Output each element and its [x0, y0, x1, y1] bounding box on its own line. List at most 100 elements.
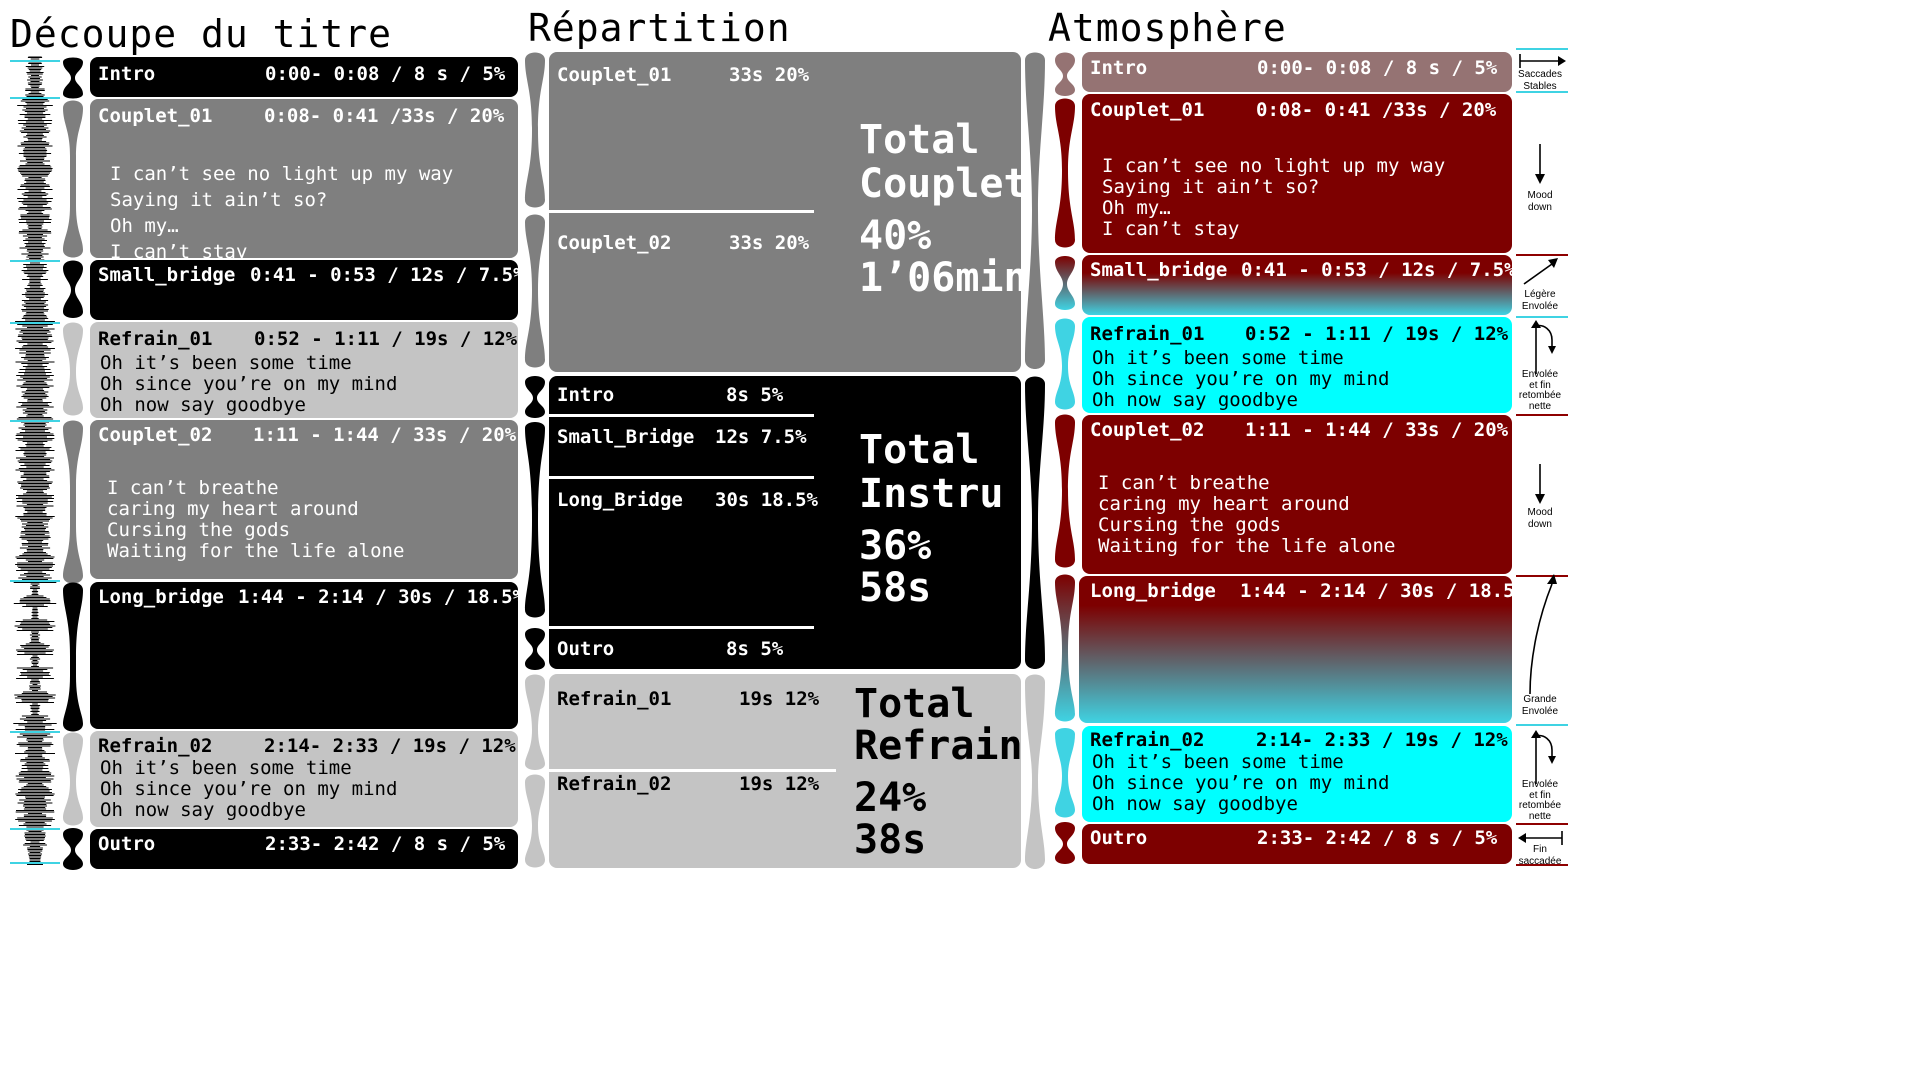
segment-lyrics: I can’t breathe caring my heart around C… — [1098, 472, 1396, 557]
instru-total-duration: 58s — [859, 565, 932, 611]
legend-caption-mood-down: Mood down — [1527, 190, 1553, 213]
instru-item-name: Long_Bridge — [557, 489, 683, 511]
wave-separator — [10, 828, 60, 830]
segment-time: 0:52 - 1:11 / 19s / 12% — [254, 328, 518, 350]
legend-caption-mood-down: Mood down — [1527, 507, 1553, 530]
repartition-couplet-group: Couplet_01 33s 20% Couplet_02 33s 20% To… — [549, 52, 1028, 372]
segment-time: 1:11 - 1:44 / 33s / 20% — [253, 424, 517, 446]
legend-caption-fin-saccadee: Fin saccadée — [1518, 844, 1562, 867]
decoupe-small-bridge-block: Small_bridge 0:41 - 0:53 / 12s / 7.5% — [90, 260, 525, 320]
legend-separator — [1516, 414, 1568, 416]
atmosphere-refrain-01-block: Refrain_01 0:52 - 1:11 / 19s / 12% Oh it… — [1082, 317, 1512, 413]
segment-name: Couplet_02 — [98, 424, 213, 446]
segment-time: 0:08- 0:41 /33s / 20% — [1256, 99, 1497, 121]
segment-lyrics: I can’t see no light up my way Saying it… — [110, 163, 454, 263]
segment-name: Outro — [1090, 827, 1148, 849]
refrain-item-value: 19s 12% — [739, 688, 820, 710]
wave-separator — [10, 97, 60, 99]
segment-name: Refrain_02 — [1090, 729, 1205, 751]
refrain-divider — [549, 769, 836, 772]
refrain-total-label: Total — [854, 681, 975, 727]
decoupe-title: Découpe du titre — [10, 12, 393, 56]
refrain-total-duration: 38s — [854, 817, 927, 863]
instru-total-label: Instru — [859, 471, 1004, 517]
segment-time: 0:52 - 1:11 / 19s / 12% — [1245, 323, 1509, 345]
atmosphere-title: Atmosphère — [1048, 6, 1287, 50]
atmosphere-couplet-02-block: Couplet_02 1:11 - 1:44 / 33s / 20% I can… — [1082, 415, 1512, 574]
instru-divider — [549, 414, 814, 417]
legend-separator — [1516, 823, 1568, 825]
decoupe-couplet-01-block: Couplet_01 0:08- 0:41 /33s / 20% I can’t… — [90, 99, 518, 263]
instru-item-value: 8s 5% — [726, 384, 784, 406]
legend-caption-legere-envolee: Légère Envolée — [1521, 289, 1559, 312]
repartition-instru-group: Intro 8s 5% Small_Bridge 12s 7.5% Long_B… — [549, 376, 1021, 669]
wave-separator — [10, 580, 60, 582]
waveform-path — [13, 56, 57, 865]
decoupe-refrain-02-block: Refrain_02 2:14- 2:33 / 19s / 12% Oh it’… — [90, 731, 518, 827]
segment-time: 0:41 - 0:53 / 12s / 7.5% — [1241, 259, 1516, 281]
segment-time: 1:44 - 2:14 / 30s / 18.5% — [238, 586, 524, 608]
segment-time: 0:00- 0:08 / 8 s / 5% — [1257, 57, 1498, 79]
legend-caption-envolee-retombee: Envolée et fin retombée nette — [1518, 369, 1562, 412]
segment-time: 0:08- 0:41 /33s / 20% — [264, 105, 505, 127]
atmosphere-outro-block: Outro 2:33- 2:42 / 8 s / 5% — [1082, 824, 1512, 864]
refrain-item-name: Refrain_02 — [557, 773, 672, 795]
instru-total-label: Total — [859, 427, 980, 473]
legend-separator — [1516, 91, 1568, 93]
wave-separator — [10, 420, 60, 422]
legend-caption-saccades-stables: Saccades Stables — [1518, 69, 1562, 92]
decoupe-refrain-01-block: Refrain_01 0:52 - 1:11 / 19s / 12% Oh it… — [90, 322, 518, 418]
couplet-item-name: Couplet_02 — [557, 232, 672, 254]
instru-item-name: Small_Bridge — [557, 426, 695, 448]
segment-time: 2:14- 2:33 / 19s / 12% — [264, 735, 516, 757]
couplet-divider — [549, 210, 814, 213]
couplet-total-percent: 40% — [859, 213, 932, 259]
couplet-item-value: 33s 20% — [729, 64, 810, 86]
segment-lyrics: Oh it’s been some time Oh since you’re o… — [100, 352, 398, 416]
couplet-total-duration: 1’06min — [859, 255, 1028, 301]
segment-name: Refrain_02 — [98, 735, 213, 757]
legend-caption-grande-envolee: Grande Envolée — [1521, 694, 1559, 717]
legend-caption-envolee-retombee: Envolée et fin retombée nette — [1518, 779, 1562, 822]
couplet-total-label: Total — [859, 117, 980, 163]
instru-item-name: Outro — [557, 638, 615, 660]
segment-lyrics: I can’t breathe caring my heart around C… — [107, 477, 405, 562]
atmosphere-connectors — [1055, 52, 1075, 864]
instru-divider — [549, 476, 814, 479]
segment-name: Intro — [98, 63, 156, 85]
decoupe-intro-block: Intro 0:00- 0:08 / 8 s / 5% — [90, 57, 518, 97]
instru-item-name: Intro — [557, 384, 615, 406]
segment-time: 2:33- 2:42 / 8 s / 5% — [1257, 827, 1498, 849]
legend-arrows — [1518, 54, 1566, 845]
legend-separator — [1516, 254, 1568, 256]
atmosphere-couplet-01-block: Couplet_01 0:08- 0:41 /33s / 20% I can’t… — [1082, 94, 1512, 253]
segment-time: 1:11 - 1:44 / 33s / 20% — [1245, 419, 1509, 441]
atmosphere-small-bridge-block: Small_bridge 0:41 - 0:53 / 12s / 7.5% — [1082, 255, 1516, 315]
refrain-item-value: 19s 12% — [739, 773, 820, 795]
audio-waveform — [13, 56, 57, 865]
wave-separator — [10, 862, 60, 864]
wave-separator — [10, 260, 60, 262]
decoupe-long-bridge-block: Long_bridge 1:44 - 2:14 / 30s / 18.5% — [90, 582, 524, 729]
decoupe-outro-block: Outro 2:33- 2:42 / 8 s / 5% — [90, 829, 518, 869]
repartition-title: Répartition — [528, 6, 791, 50]
segment-time: 0:00- 0:08 / 8 s / 5% — [265, 63, 506, 85]
legend-separator — [1516, 575, 1568, 577]
couplet-item-value: 33s 20% — [729, 232, 810, 254]
refrain-item-name: Refrain_01 — [557, 688, 672, 710]
segment-time: 2:14- 2:33 / 19s / 12% — [1256, 729, 1508, 751]
repartition-left-connectors — [525, 52, 545, 868]
decoupe-couplet-02-block: Couplet_02 1:11 - 1:44 / 33s / 20% I can… — [90, 420, 518, 579]
atmosphere-intro-block: Intro 0:00- 0:08 / 8 s / 5% — [1082, 52, 1512, 92]
couplet-item-name: Couplet_01 — [557, 64, 672, 86]
segment-lyrics: I can’t see no light up my way Saying it… — [1102, 155, 1446, 240]
segment-time: 2:33- 2:42 / 8 s / 5% — [265, 833, 506, 855]
refrain-total-percent: 24% — [854, 775, 927, 821]
instru-divider — [549, 626, 814, 629]
segment-name: Couplet_02 — [1090, 419, 1205, 441]
instru-item-value: 8s 5% — [726, 638, 784, 660]
repartition-right-connectors — [1025, 52, 1045, 869]
repartition-refrain-group: Refrain_01 19s 12% Refrain_02 19s 12% To… — [549, 674, 1023, 868]
wave-separator — [10, 731, 60, 733]
segment-name: Long_bridge — [1090, 580, 1216, 602]
